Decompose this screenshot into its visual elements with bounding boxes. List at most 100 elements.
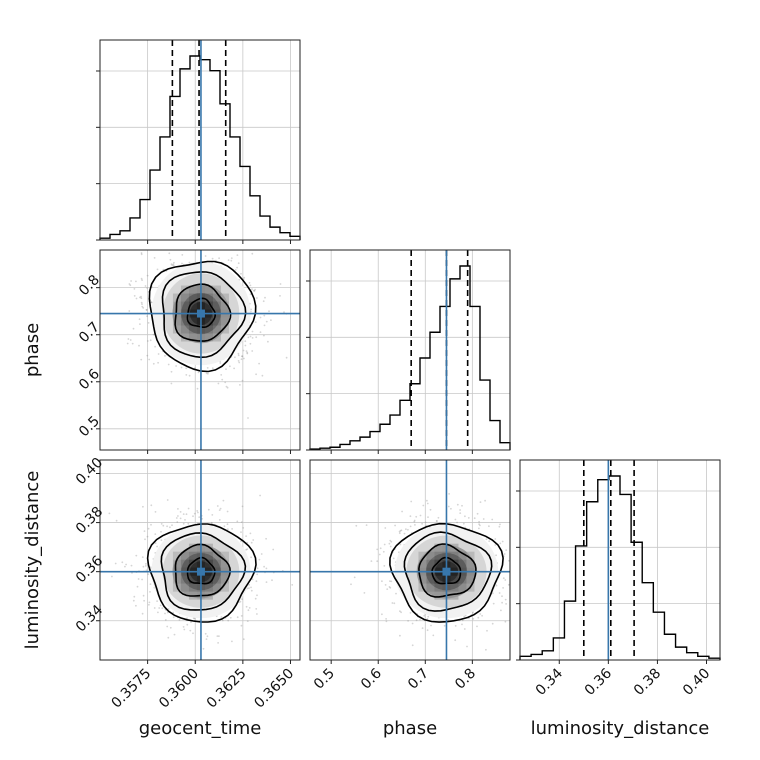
sample-point <box>482 518 485 520</box>
density-cell <box>434 551 443 560</box>
sample-point <box>145 309 148 311</box>
sample-point <box>478 520 480 523</box>
sample-point <box>355 524 358 527</box>
sample-point <box>233 367 236 370</box>
sample-point <box>353 576 356 579</box>
sample-point <box>392 557 395 560</box>
sample-point <box>479 613 482 615</box>
sample-point <box>258 362 260 365</box>
sample-point <box>240 358 243 361</box>
density-cell <box>204 293 213 302</box>
sample-point <box>182 513 185 515</box>
sample-point <box>142 565 145 568</box>
density-cell <box>212 575 221 584</box>
sample-point <box>267 340 269 343</box>
sample-point <box>264 296 266 299</box>
sample-point <box>253 290 256 292</box>
sample-point <box>141 556 144 558</box>
sample-point <box>227 619 230 622</box>
sample-point <box>129 284 132 287</box>
density-cell <box>212 293 221 302</box>
sample-point <box>450 507 452 510</box>
sample-point <box>167 363 170 366</box>
sample-point <box>379 547 382 550</box>
sample-point <box>244 344 247 347</box>
tick-label-x: 0.3600 <box>156 666 202 712</box>
sample-point <box>259 331 262 334</box>
sample-point <box>205 372 208 375</box>
density-cell <box>220 559 229 568</box>
sample-point <box>463 628 466 630</box>
density-cell <box>434 559 443 568</box>
sample-point <box>242 349 245 352</box>
sample-point <box>256 297 258 299</box>
sample-point <box>140 358 143 361</box>
sample-point <box>145 569 148 572</box>
density-cell <box>212 583 221 592</box>
tick-label-y: 0.7 <box>76 319 103 346</box>
sample-point <box>248 607 251 609</box>
sample-point <box>198 516 201 518</box>
density-cell <box>204 317 213 326</box>
sample-point <box>240 531 242 533</box>
sample-point <box>234 269 237 271</box>
sample-point <box>144 565 147 567</box>
sample-point <box>141 578 144 581</box>
sample-point <box>415 515 418 518</box>
sample-point <box>499 523 501 526</box>
x-axis-label: phase <box>383 718 437 739</box>
scatter-panel-geocent_time-phase: 0.5 0.6 0.7 0.8 <box>76 249 301 454</box>
density-cell <box>204 325 213 334</box>
sample-point <box>131 342 134 345</box>
density-cell <box>172 293 181 302</box>
sample-point <box>386 588 389 590</box>
sample-point <box>182 626 185 628</box>
sample-point <box>149 591 151 593</box>
sample-point <box>479 501 482 503</box>
sample-point <box>382 550 385 553</box>
sample-point <box>250 589 253 592</box>
sample-point <box>220 616 223 618</box>
truth-marker <box>196 567 205 576</box>
sample-point <box>192 515 194 518</box>
sample-point <box>262 300 265 303</box>
sample-point <box>514 568 516 570</box>
sample-point <box>400 529 403 532</box>
sample-point <box>152 333 155 336</box>
sample-point <box>419 618 421 621</box>
sample-point <box>148 601 151 604</box>
sample-point <box>285 356 288 359</box>
sample-point <box>180 366 183 369</box>
sample-point <box>164 612 166 615</box>
sample-point <box>426 618 429 620</box>
sample-point <box>501 595 503 598</box>
sample-point <box>473 517 476 520</box>
sample-point <box>400 611 402 614</box>
sample-point <box>157 361 160 364</box>
density-cell <box>458 583 467 592</box>
histogram-panel-luminosity_distance <box>516 459 721 664</box>
sample-point <box>388 542 391 545</box>
sample-point <box>185 513 188 516</box>
tick-label-x: 0.5 <box>311 666 338 693</box>
sample-point <box>241 355 243 358</box>
sample-point <box>502 587 504 589</box>
sample-point <box>472 617 475 620</box>
density-cell <box>180 551 189 560</box>
sample-point <box>160 539 163 542</box>
sample-point <box>459 509 461 511</box>
sample-point <box>464 614 467 617</box>
sample-point <box>204 255 207 257</box>
sample-point <box>363 592 366 594</box>
sample-point <box>399 634 401 637</box>
sample-point <box>168 252 171 255</box>
density-cell <box>426 551 435 560</box>
sample-point <box>423 614 426 617</box>
tick-label-y: 0.6 <box>76 366 103 393</box>
sample-point <box>389 580 391 582</box>
sample-point <box>189 629 192 632</box>
sample-point <box>376 548 379 551</box>
sample-point <box>256 594 258 597</box>
sample-point <box>505 549 508 551</box>
tick-label-x: 0.3625 <box>204 666 250 712</box>
